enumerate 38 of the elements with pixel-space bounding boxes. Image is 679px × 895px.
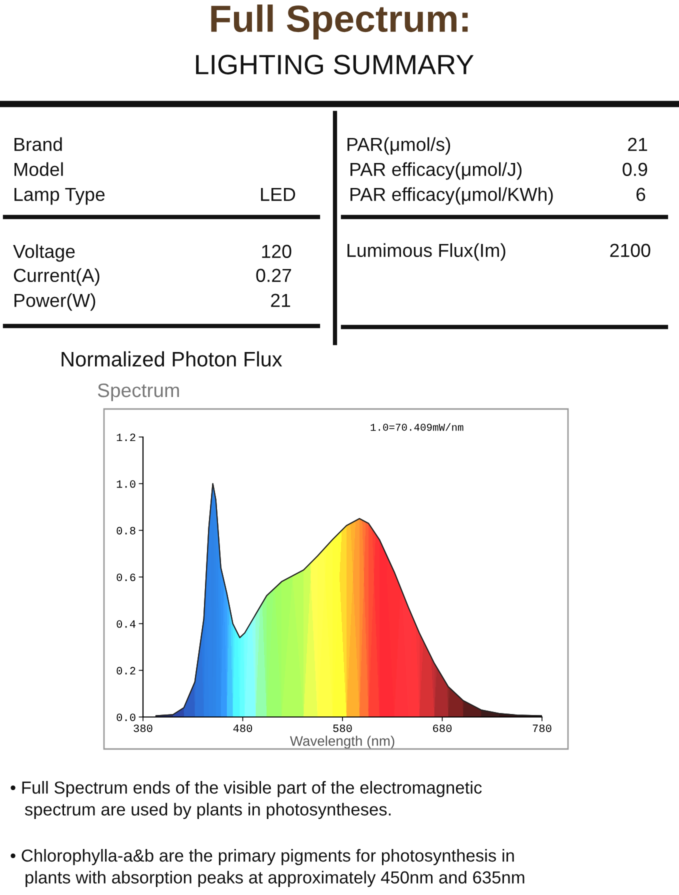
text: • Full Spectrum ends of the visible part of the electromagnetic spectrum are used by plants in photosyntheses.	[10, 780, 482, 820]
x-tick-label: 780	[532, 724, 552, 732]
chart-title: Normalized Photon Flux	[62, 351, 282, 367]
text: 21	[271, 294, 290, 307]
text: PAR efficacy(μmol/J)	[350, 162, 522, 180]
text: • Chlorophylla-a&b are the primary pigments for photosynthesis in plants with absorption peaks at approximately 450nm and 635nm	[10, 848, 524, 888]
text: Voltage	[13, 244, 75, 262]
text: PAR efficacy(μmol/KWh)	[350, 187, 553, 205]
y-tick-label: 0.8	[116, 526, 136, 534]
text: Power(W)	[14, 293, 96, 311]
text: Model	[14, 162, 63, 176]
y-tick-label: 1.0	[116, 480, 136, 488]
y-tick-label: 1.2	[116, 434, 136, 442]
y-tick-label: 0.4	[116, 620, 136, 628]
text: 21	[628, 138, 648, 151]
chart-subtitle: Spectrum	[98, 383, 179, 402]
x-axis-title: Wavelength (nm)	[290, 736, 394, 749]
text: 120	[262, 244, 292, 258]
text: LED	[261, 188, 296, 201]
text: PAR(μmol/s)	[348, 137, 450, 155]
text: 2100	[610, 244, 650, 258]
text: 0.27	[256, 268, 292, 282]
y-tick-label: 0.0	[116, 714, 136, 722]
y-tick-label: 0.6	[116, 574, 136, 582]
text: Full Spectrum:	[211, 4, 468, 40]
text: Brand	[14, 137, 62, 152]
text: 1.0=70.409mW/nm	[370, 423, 464, 431]
text: 0.9	[622, 162, 648, 176]
x-tick-label: 480	[233, 724, 252, 732]
x-tick-label: 580	[333, 724, 352, 732]
text: Current(A)	[14, 268, 100, 286]
text: LIGHTING SUMMARY	[196, 54, 474, 74]
text: 6	[636, 188, 646, 202]
text: Lamp Type	[14, 188, 105, 205]
text: Lumimous Flux(Im)	[348, 243, 506, 261]
x-tick-label: 380	[134, 724, 152, 732]
x-tick-label: 680	[433, 724, 452, 732]
y-tick-label: 0.2	[116, 666, 136, 674]
